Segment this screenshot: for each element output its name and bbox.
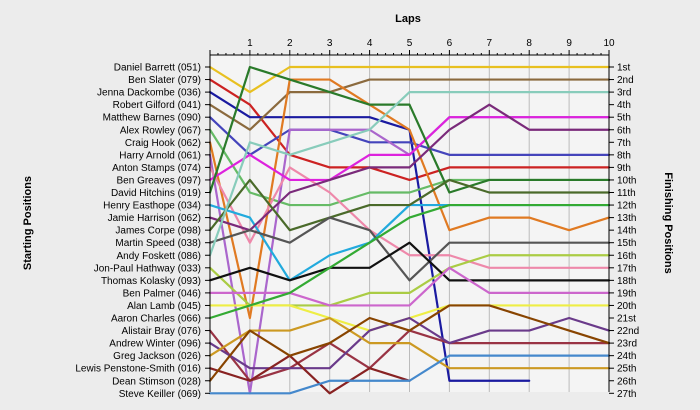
series-line-9 [208, 166, 611, 269]
finishing-position-label: 13th [617, 213, 636, 224]
series-line-21 [208, 203, 611, 320]
series-line-7 [208, 78, 611, 320]
series-line-27 [208, 354, 611, 395]
finishing-position-label: 12th [617, 201, 636, 212]
finishing-position-label: 27th [617, 389, 636, 400]
starting-position-label: Robert Gilford (041) [113, 100, 201, 111]
starting-position-label: Ben Greaves (097) [117, 175, 202, 186]
series-line-23 [208, 316, 611, 370]
series-line-19 [208, 266, 611, 307]
starting-position-label: Aaron Charles (066) [111, 314, 201, 325]
series-line-10 [208, 116, 611, 182]
x-tick-label: 2 [287, 38, 293, 49]
series-layer [208, 65, 611, 395]
starting-position-label: Lewis Penstone-Smith (016) [75, 364, 201, 375]
starting-position-label: Martin Speed (038) [115, 238, 201, 249]
starting-position-label: Alan Lamb (045) [127, 301, 201, 312]
starting-position-label: Jon-Paul Hathway (033) [94, 263, 201, 274]
finishing-position-label: 6th [617, 125, 631, 136]
starting-position-label: Steve Keiller (069) [119, 389, 201, 400]
starting-position-label: Anton Stamps (074) [112, 163, 201, 174]
finishing-position-label: 3rd [617, 88, 631, 99]
finishing-position-label: 2nd [617, 75, 634, 86]
series-line-5 [208, 116, 611, 156]
starting-position-label: Ben Slater (079) [128, 75, 201, 86]
series-line-16 [208, 90, 611, 257]
finishing-position-label: 5th [617, 113, 631, 124]
starting-position-label: James Corpe (098) [115, 226, 201, 237]
finishing-position-label: 22nd [617, 326, 639, 337]
series-line-18 [208, 241, 611, 282]
starting-position-label: David Hitchins (019) [111, 188, 201, 199]
x-tick-label: 7 [487, 38, 493, 49]
finishing-position-label: 14th [617, 226, 636, 237]
starting-position-label: Andrew Winter (096) [109, 339, 201, 350]
starting-position-label: Alistair Bray (076) [122, 326, 201, 337]
finishing-position-label: 21st [617, 314, 636, 325]
finishing-position-label: 25th [617, 364, 636, 375]
finishing-position-label: 20th [617, 301, 636, 312]
x-tick-label: 6 [447, 38, 453, 49]
series-line-25 [208, 354, 411, 395]
starting-position-label: Jenna Dackombe (036) [97, 88, 201, 99]
starting-position-label: Thomas Kolasky (093) [101, 276, 201, 287]
finishing-position-label: 15th [617, 238, 636, 249]
finishing-position-label: 24th [617, 351, 636, 362]
series-line-14 [208, 178, 611, 232]
starting-position-label: Matthew Barnes (090) [103, 113, 201, 124]
x-tick-label: 3 [327, 38, 333, 49]
x-tick-label: 1 [247, 38, 253, 49]
finishing-position-label: 7th [617, 138, 631, 149]
starting-position-label: Andy Foskett (086) [117, 251, 201, 262]
starting-position-label: Jamie Harrison (062) [108, 213, 201, 224]
starting-position-label: Harry Arnold (061) [119, 150, 201, 161]
finishing-position-label: 11th [617, 188, 636, 199]
y-axis-label-right: Finishing Positions [662, 172, 674, 273]
starting-position-label: Henry Easthope (034) [103, 201, 201, 212]
x-tick-label: 5 [407, 38, 413, 49]
starting-position-label: Ben Palmer (046) [123, 288, 201, 299]
finishing-position-label: 18th [617, 276, 636, 287]
series-line-11 [208, 65, 611, 194]
starting-position-label: Dean Stimson (028) [112, 376, 201, 387]
series-line-4 [208, 78, 611, 131]
finishing-position-label: 17th [617, 263, 636, 274]
series-line-15 [208, 216, 611, 282]
x-tick-label: 9 [566, 38, 572, 49]
finishing-position-label: 4th [617, 100, 631, 111]
starting-position-label: Craig Hook (062) [125, 138, 201, 149]
series-line-13 [208, 103, 611, 232]
starting-position-label: Alex Rowley (067) [120, 125, 201, 136]
series-line-26 [208, 304, 611, 382]
finishing-position-label: 26th [617, 376, 636, 387]
starting-position-label: Greg Jackson (026) [113, 351, 201, 362]
finishing-position-label: 16th [617, 251, 636, 262]
finishing-position-label: 19th [617, 288, 636, 299]
finishing-position-label: 23rd [617, 339, 637, 350]
series-line-24 [208, 316, 611, 370]
starting-position-label: Daniel Barrett (051) [114, 63, 201, 74]
axes: 1 2 3 4 5 6 7 8 9 10 Daniel Barrett (051)Ben Slate… [75, 38, 639, 400]
finishing-position-label: 9th [617, 163, 631, 174]
finishing-position-label: 8th [617, 150, 631, 161]
x-tick-label: 4 [367, 38, 373, 49]
x-tick-label: 10 [603, 38, 615, 49]
x-tick-label: 8 [526, 38, 532, 49]
y-axis-label-left: Starting Positions [22, 176, 34, 270]
finishing-position-label: 10th [617, 175, 636, 186]
chart-title: Laps [395, 13, 421, 25]
finishing-position-label: 1st [617, 63, 631, 74]
